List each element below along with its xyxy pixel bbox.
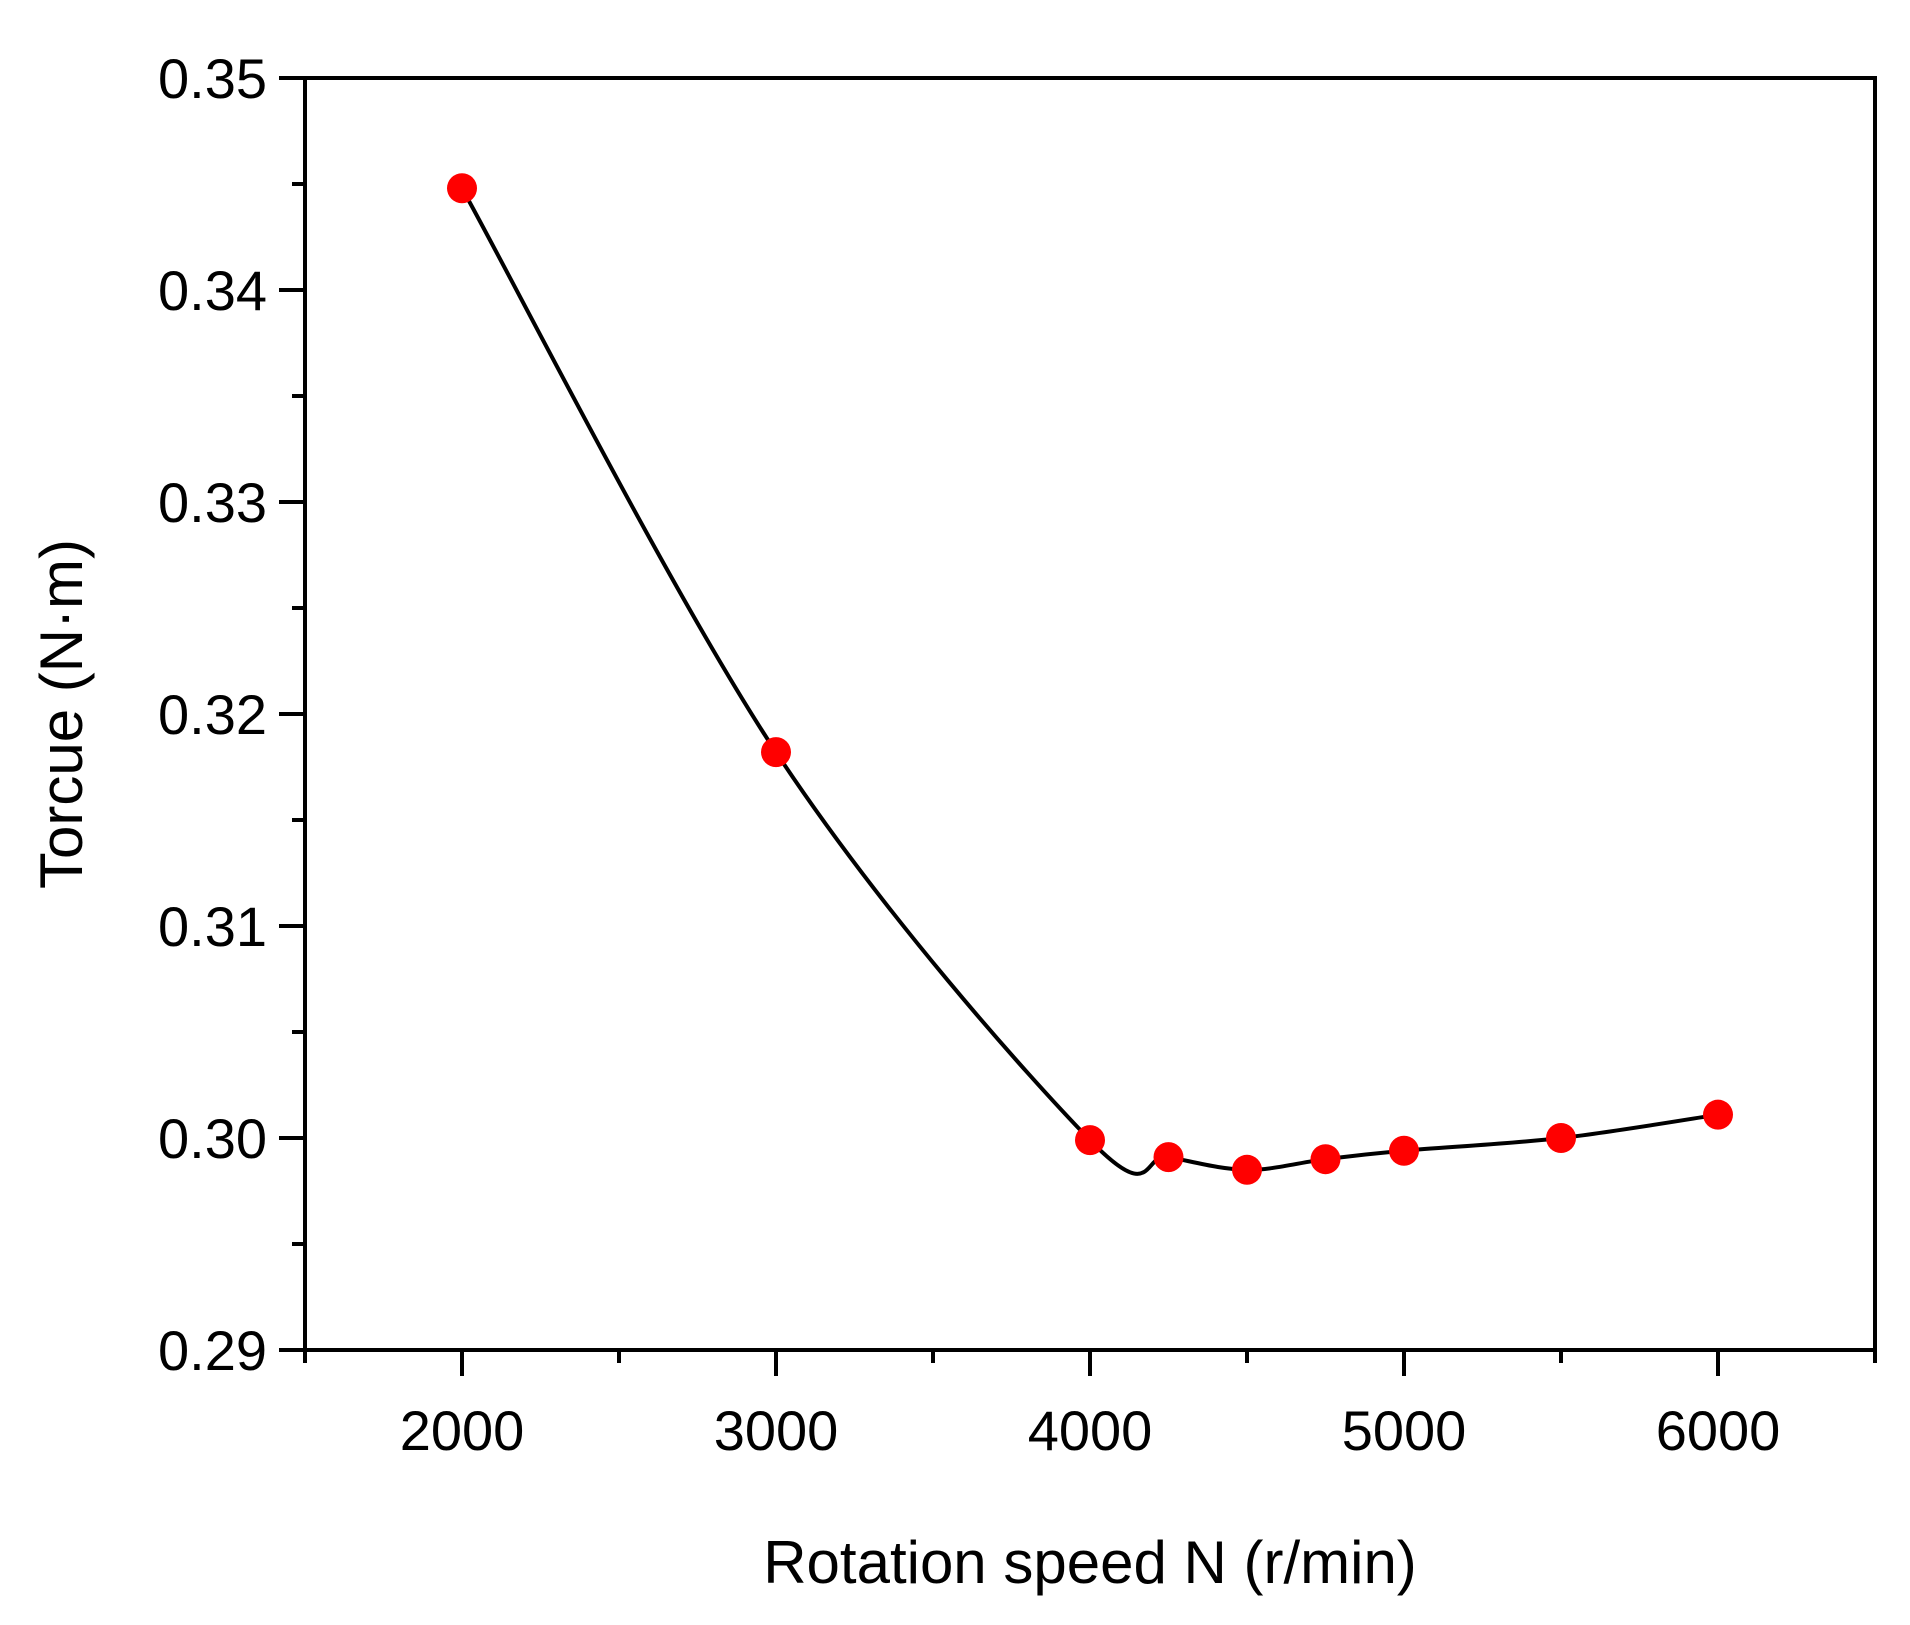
data-point	[1389, 1135, 1419, 1166]
x-tick-label: 3000	[714, 1399, 839, 1462]
y-tick-label: 0.29	[158, 1319, 267, 1382]
y-tick-label: 0.35	[158, 47, 267, 110]
series-line	[460, 187, 1719, 1176]
plot-frame	[303, 76, 1877, 1352]
y-tick-label: 0.31	[158, 895, 267, 958]
x-tick-label: 2000	[400, 1399, 525, 1462]
data-point	[1546, 1123, 1576, 1153]
data-point	[761, 737, 791, 768]
x-tick-label: 5000	[1342, 1399, 1467, 1462]
data-point	[1310, 1144, 1341, 1175]
x-tick-label: 6000	[1656, 1399, 1781, 1462]
data-point	[1232, 1154, 1262, 1185]
data-points	[447, 173, 1733, 1185]
y-tick-label: 0.30	[158, 1107, 267, 1170]
x-axis-title: Rotation speed N (r/min)	[763, 1529, 1417, 1596]
data-point	[1153, 1142, 1184, 1173]
y-tick-label: 0.33	[158, 471, 267, 534]
x-axis: 2000 3000 4000 5000 6000	[303, 1350, 1877, 1462]
y-axis-title: Torcue (N·m)	[28, 539, 95, 889]
x-tick-label: 4000	[1028, 1399, 1153, 1462]
data-point	[1703, 1099, 1733, 1130]
y-tick-label: 0.34	[158, 259, 267, 322]
data-point	[447, 173, 477, 204]
y-axis: 0.29 0.30 0.31 0.32 0.33 0.34 0.35	[158, 47, 305, 1382]
y-tick-label: 0.32	[158, 683, 267, 746]
data-point	[1075, 1125, 1105, 1156]
